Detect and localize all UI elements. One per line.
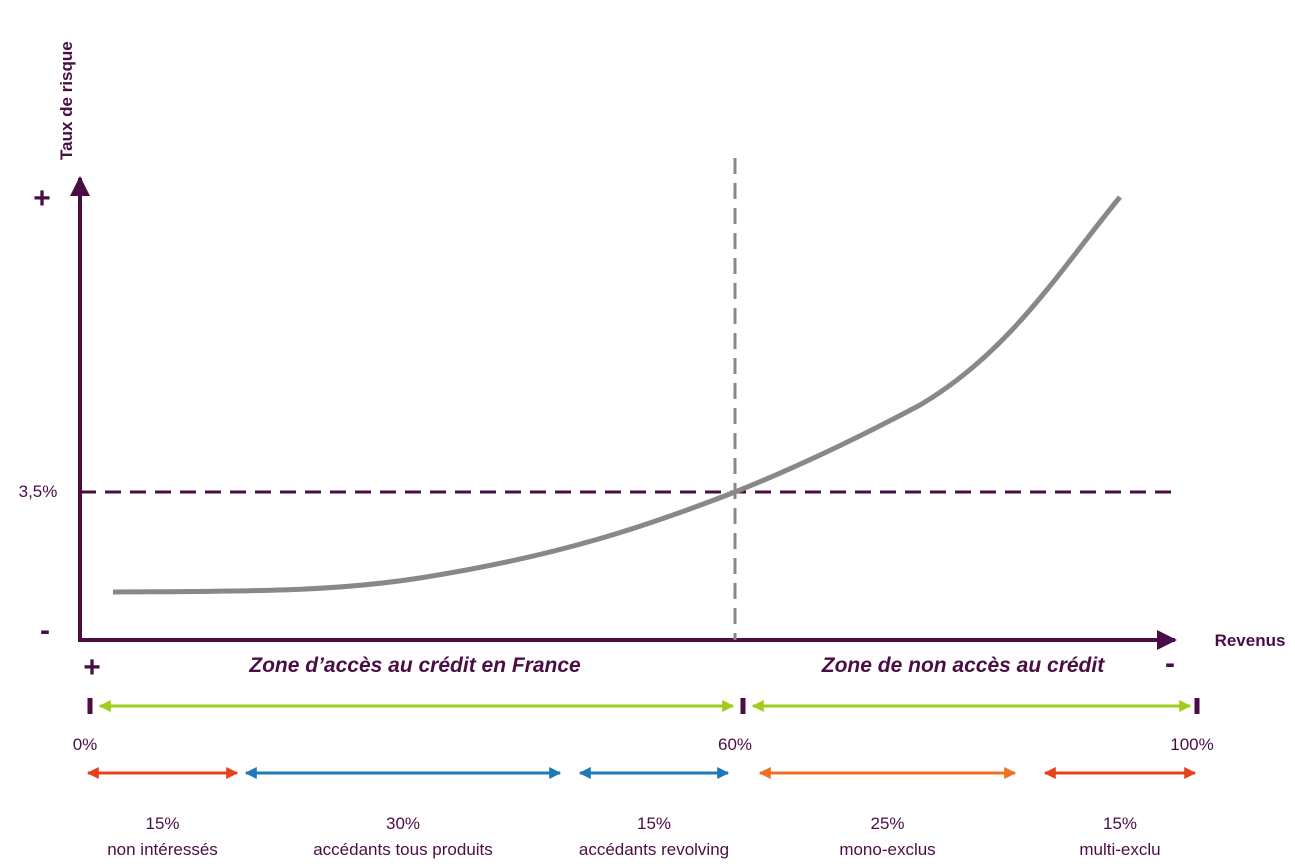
y-axis-label: Taux de risque <box>57 41 76 160</box>
segment-percent: 15% <box>1103 814 1137 833</box>
scale-label: 0% <box>73 735 98 754</box>
x-axis-label: Revenus <box>1215 631 1286 650</box>
segment-percent: 15% <box>637 814 671 833</box>
zone-label: Zone d’accès au crédit en France <box>248 654 581 677</box>
x-left: + <box>83 651 101 684</box>
zone-label: Zone de non accès au crédit <box>821 654 1105 677</box>
scale-label: 100% <box>1170 735 1213 754</box>
x-right: - <box>1165 647 1175 680</box>
axes <box>70 176 1177 650</box>
segment-label: accédants tous produits <box>313 840 493 859</box>
scale-label: 60% <box>718 735 752 754</box>
segment-label: multi-exclu <box>1079 840 1160 859</box>
y-top: + <box>33 182 51 215</box>
segment-percent: 15% <box>145 814 179 833</box>
segment-label: non intéressés <box>107 840 218 859</box>
risk-curve <box>112 195 1122 595</box>
segment-percent: 25% <box>870 814 904 833</box>
threshold-label: 3,5% <box>19 482 58 501</box>
scale-ticks <box>87 698 1200 714</box>
segment-label: accédants revolving <box>579 840 729 859</box>
y-bottom: - <box>40 614 50 647</box>
segment-label: mono-exclus <box>839 840 935 859</box>
segment-percent: 30% <box>386 814 420 833</box>
segments: 15% non intéressés 30% accédants tous produ… <box>86 767 1197 859</box>
